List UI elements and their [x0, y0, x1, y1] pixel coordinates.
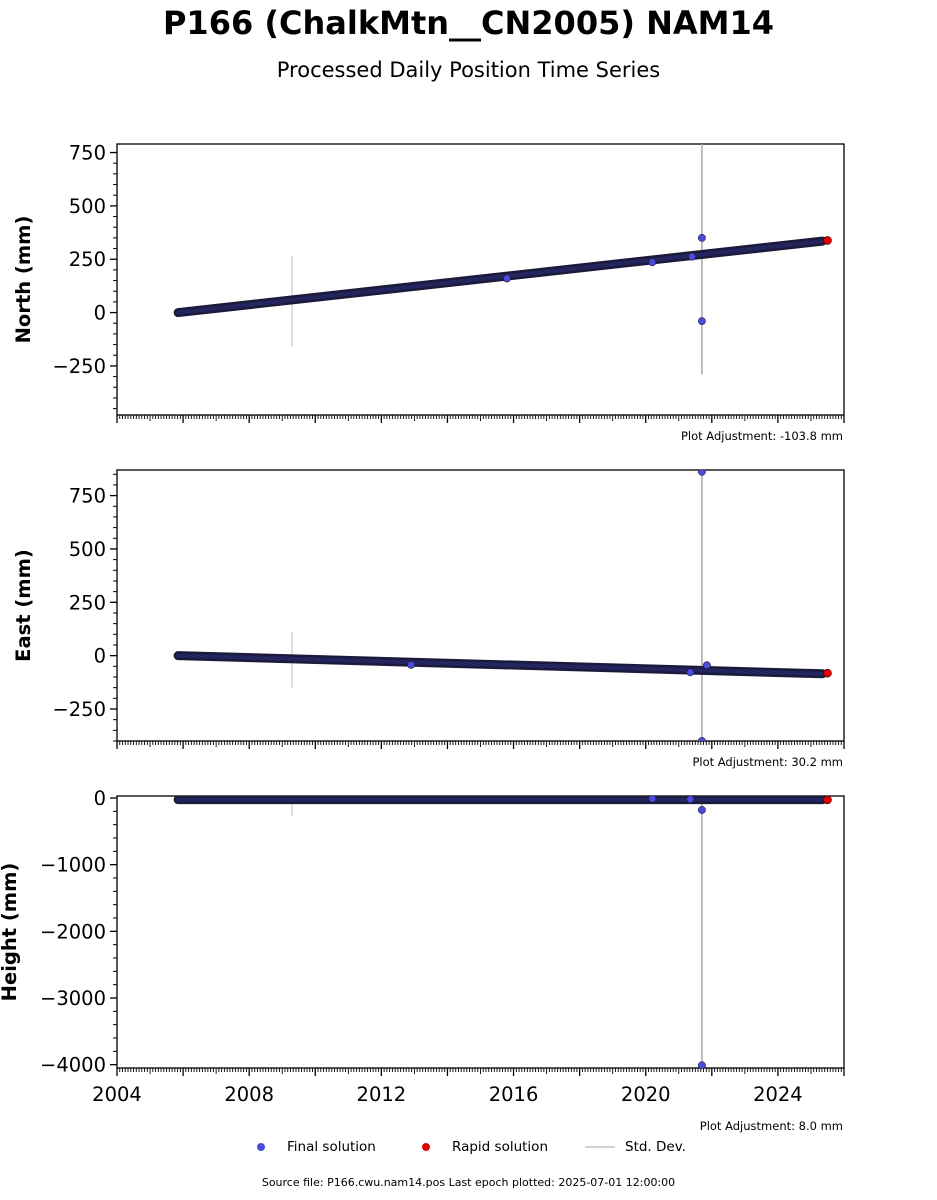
legend-final-marker: [257, 1143, 265, 1151]
y-tick-label: 250: [69, 591, 106, 614]
final-solution-point: [503, 274, 511, 283]
y-tick-label: −2000: [40, 920, 106, 943]
y-tick-label: 750: [69, 485, 106, 508]
chart-title: P166 (ChalkMtn__CN2005) NAM14: [162, 4, 775, 42]
x-tick-label: 2004: [92, 1083, 142, 1106]
final-solution-point: [688, 252, 696, 261]
source-footer: Source file: P166.cwu.nam14.pos Last epo…: [261, 1176, 676, 1189]
y-tick-label: 500: [69, 538, 106, 561]
final-solution-point: [698, 806, 706, 814]
plot-frame: [116, 469, 845, 742]
final-solution-band-core: [176, 239, 825, 315]
rapid-solution-point: [823, 236, 832, 245]
legend-stddev-label: Std. Dev.: [625, 1139, 686, 1155]
y-axis-label: Height (mm): [0, 863, 21, 1002]
y-tick-label: −1000: [40, 854, 106, 877]
y-tick-label: 0: [94, 302, 106, 325]
plot-adjustment-note: Plot Adjustment: 30.2 mm: [692, 755, 843, 769]
final-solution-point: [686, 796, 695, 804]
y-tick-label: 500: [69, 195, 106, 218]
chart-subtitle: Processed Daily Position Time Series: [276, 58, 661, 82]
y-tick-label: −250: [52, 698, 106, 721]
y-tick-label: −3000: [40, 987, 106, 1010]
final-solution-point: [698, 233, 706, 242]
y-tick-label: 250: [69, 248, 106, 271]
final-solution-point: [648, 796, 657, 803]
y-tick-label: −4000: [40, 1054, 106, 1077]
legend-stddev-line: [585, 1146, 615, 1148]
final-solution-point: [698, 1061, 706, 1068]
panel-2: −250 0 250 500 750 East (mm) Plot Adjustment: …: [12, 469, 845, 769]
y-tick-label: 0: [94, 787, 106, 810]
y-tick-label: −250: [52, 355, 106, 378]
legend-final-label: Final solution: [287, 1139, 376, 1155]
data-layer: [173, 796, 832, 1068]
data-layer: [173, 144, 832, 375]
plot-adjustment-note: Plot Adjustment: 8.0 mm: [700, 1119, 843, 1133]
panel-3: −4000 −3000 −2000 −1000 0 2004 2008 2012 2016 202…: [0, 787, 845, 1133]
final-solution-point: [702, 661, 711, 670]
x-tick-label: 2024: [753, 1083, 803, 1106]
final-solution-point: [686, 668, 695, 677]
y-tick-label: 0: [94, 645, 106, 668]
rapid-solution-point: [823, 668, 832, 678]
final-solution-point: [698, 737, 706, 741]
final-solution-point: [407, 660, 416, 669]
plot-adjustment-note: Plot Adjustment: -103.8 mm: [681, 429, 843, 443]
final-solution-point: [698, 470, 706, 476]
legend: Final solution Rapid solution Std. Dev.: [0, 1136, 937, 1158]
y-tick-label: 750: [69, 142, 106, 165]
y-axis-label: North (mm): [12, 216, 35, 344]
y-axis-label: East (mm): [12, 549, 35, 662]
legend-rapid-marker: [422, 1143, 430, 1151]
data-layer: [173, 470, 832, 741]
x-tick-label: 2016: [489, 1083, 539, 1106]
plot-frame: [116, 795, 845, 1069]
x-tick-label: 2012: [357, 1083, 407, 1106]
x-tick-label: 2008: [224, 1083, 274, 1106]
legend-rapid-label: Rapid solution: [452, 1139, 548, 1155]
final-solution-band-core: [176, 653, 825, 676]
x-tick-label: 2020: [621, 1083, 671, 1106]
rapid-solution-point: [823, 796, 832, 805]
panel-1: −250 0 250 500 750 North (mm) Plot Adjustment:…: [12, 142, 845, 443]
final-solution-point: [698, 317, 706, 326]
final-solution-point: [648, 258, 657, 267]
